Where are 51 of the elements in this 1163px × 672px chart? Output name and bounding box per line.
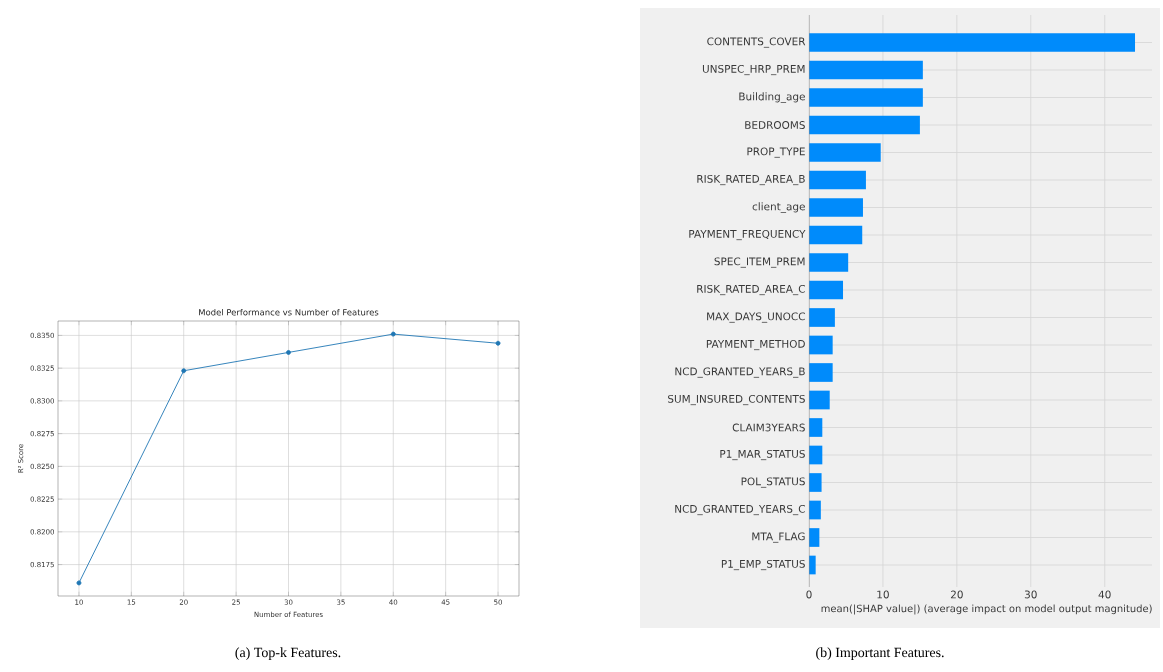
bar: [809, 500, 821, 520]
x-tick-label: 20: [950, 590, 963, 599]
y-tick-label: client_age: [752, 202, 805, 213]
y-tick-label: PROP_TYPE: [747, 147, 805, 158]
bar: [809, 225, 863, 245]
y-tick-label: SUM_INSURED_CONTENTS: [668, 394, 805, 406]
y-tick-label: NCD_GRANTED_YEARS_C: [675, 504, 805, 516]
bar: [809, 308, 835, 327]
bar: [809, 60, 923, 80]
bar: [809, 390, 830, 410]
x-tick-label: 40: [1098, 590, 1111, 599]
text: (a) Top-k Features.: [235, 647, 341, 660]
y-tick-label: Building_age: [739, 92, 805, 103]
bar: [809, 170, 866, 190]
y-tick-label: MAX_DAYS_UNOCC: [707, 312, 805, 323]
bar: [809, 33, 1136, 52]
x-tick-label: 30: [1024, 590, 1037, 599]
text: (b) Important Features.: [816, 647, 944, 660]
point: [76, 580, 82, 586]
y-tick-label: RISK_RATED_AREA_C: [697, 284, 805, 296]
y-tick-label: CONTENTS_COVER: [707, 37, 806, 48]
y-tick-label: P1_MAR_STATUS: [720, 449, 805, 461]
y-tick-label: RISK_RATED_AREA_B: [697, 174, 805, 186]
bar: [809, 115, 920, 135]
x-tick-label: 10: [877, 590, 889, 599]
y-tick-label: NCD_GRANTED_YEARS_B: [675, 367, 805, 378]
y-tick-label: SPEC_ITEM_PREM: [714, 257, 805, 268]
point: [390, 331, 396, 337]
bar: [809, 335, 833, 355]
chart-title: Model Performance vs Number of Features: [199, 308, 379, 316]
bar: [809, 363, 833, 382]
y-tick-label: PAYMENT_FREQUENCY: [689, 229, 806, 241]
point: [495, 340, 501, 346]
x-tick-label: 0: [806, 590, 812, 599]
y-tick-label: UNSPEC_HRP_PREM: [702, 64, 805, 76]
bar: [809, 198, 863, 217]
y-tick-label: MTA_FLAG: [752, 532, 805, 543]
y-tick-label: POL_STATUS: [741, 477, 805, 488]
bar: [809, 143, 881, 162]
y-tick-label: CLAIM3YEARS: [732, 423, 805, 432]
bar: [809, 253, 849, 272]
y-tick-label: P1_EMP_STATUS: [721, 559, 805, 571]
bar: [809, 88, 923, 107]
point: [286, 349, 291, 355]
x-axis-title: mean(|SHAP value|) (average impact on model output magnitude): [821, 604, 1152, 615]
bar: [809, 280, 844, 300]
y-tick-label: BEDROOMS: [745, 121, 805, 129]
bar: [809, 418, 823, 437]
bar: [809, 473, 822, 492]
y-tick-label: PAYMENT_METHOD: [706, 339, 805, 351]
point: [181, 368, 187, 374]
